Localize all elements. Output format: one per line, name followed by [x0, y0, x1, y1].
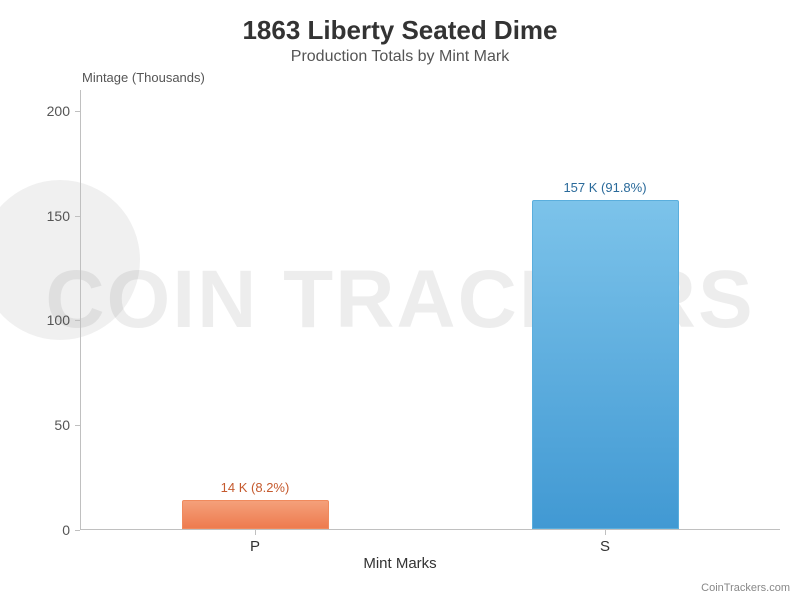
x-tick-mark	[605, 530, 606, 535]
plot-area: 050100150200P14 K (8.2%)S157 K (91.8%)	[80, 90, 780, 530]
y-axis-label: Mintage (Thousands)	[82, 70, 205, 85]
x-axis-label: Mint Marks	[363, 555, 436, 572]
bar-value-label: 14 K (8.2%)	[221, 480, 290, 495]
y-tick-label: 100	[10, 312, 70, 328]
attribution-text: CoinTrackers.com	[701, 582, 790, 594]
chart-subtitle: Production Totals by Mint Mark	[291, 48, 509, 66]
x-tick-label: S	[600, 538, 610, 555]
x-axis-line	[80, 529, 780, 530]
y-tick-label: 0	[10, 522, 70, 538]
x-tick-mark	[255, 530, 256, 535]
y-tick-label: 150	[10, 208, 70, 224]
y-tick-mark	[75, 425, 80, 426]
y-tick-label: 200	[10, 103, 70, 119]
chart-title: 1863 Liberty Seated Dime	[242, 15, 557, 46]
bar	[532, 200, 679, 529]
y-tick-mark	[75, 216, 80, 217]
bar-value-label: 157 K (91.8%)	[563, 180, 646, 195]
y-tick-mark	[75, 111, 80, 112]
x-tick-label: P	[250, 538, 260, 555]
y-axis-line	[80, 90, 81, 530]
y-tick-label: 50	[10, 417, 70, 433]
bar	[182, 500, 329, 529]
y-tick-mark	[75, 320, 80, 321]
y-tick-mark	[75, 530, 80, 531]
